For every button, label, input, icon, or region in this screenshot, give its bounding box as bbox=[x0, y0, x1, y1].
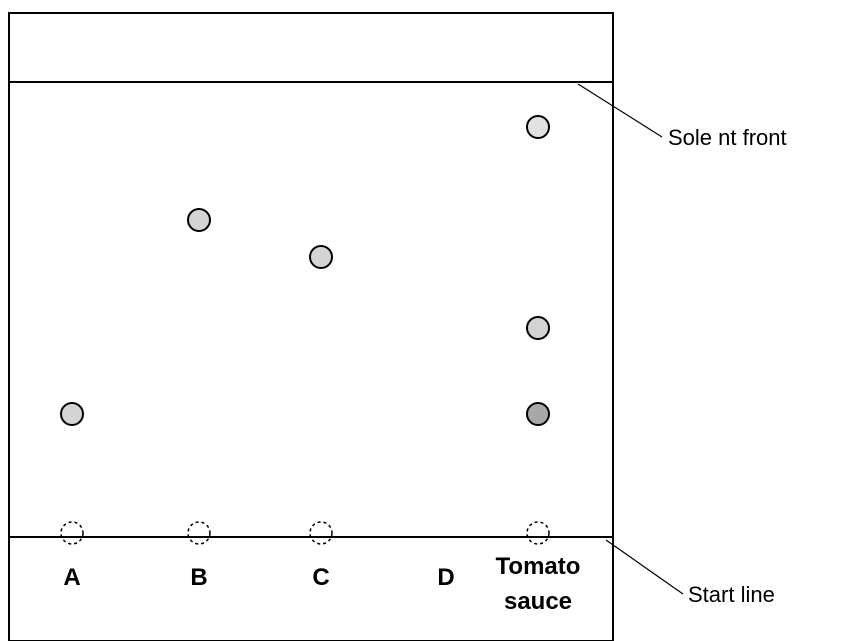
solvent-front-label: Sole nt front bbox=[668, 125, 787, 150]
lane-label-b: B bbox=[190, 564, 207, 591]
solvent-front-leader bbox=[577, 83, 663, 138]
spot-c bbox=[309, 245, 333, 269]
spot-b bbox=[187, 208, 211, 232]
lane-label-tomato-line1: Tomato bbox=[496, 553, 581, 580]
start-line-label: Start line bbox=[688, 582, 775, 607]
start-line-leader bbox=[605, 539, 684, 595]
lane-label-c: C bbox=[312, 564, 329, 591]
lane-label-a: A bbox=[63, 564, 80, 591]
start-spot-tomato bbox=[526, 521, 550, 545]
start-spot-a bbox=[60, 521, 84, 545]
lane-label-tomato-line2: sauce bbox=[504, 588, 572, 615]
spot-tomato-1 bbox=[526, 115, 550, 139]
spot-tomato-3 bbox=[526, 402, 550, 426]
spot-tomato-2 bbox=[526, 316, 550, 340]
lane-label-d: D bbox=[437, 564, 454, 591]
chromatography-paper bbox=[8, 12, 614, 641]
start-spot-c bbox=[309, 521, 333, 545]
spot-a bbox=[60, 402, 84, 426]
start-spot-b bbox=[187, 521, 211, 545]
